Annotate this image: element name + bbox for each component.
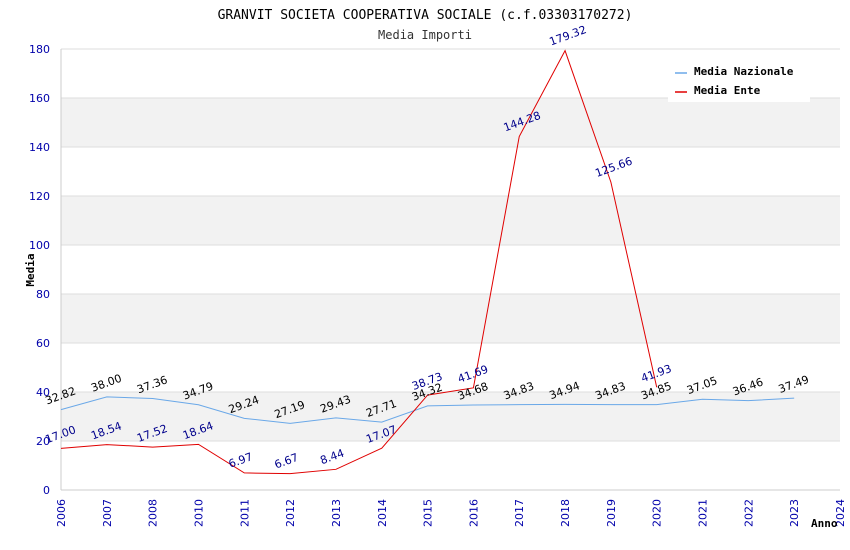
legend-box <box>668 60 810 102</box>
data-label-media-ente: 8.44 <box>319 447 346 468</box>
y-tick-label: 120 <box>29 190 50 203</box>
x-tick-label: 2019 <box>605 499 618 527</box>
x-tick-label: 2008 <box>147 499 160 527</box>
x-tick-label: 2007 <box>101 499 114 527</box>
data-label-media-ente: 125.66 <box>593 155 634 180</box>
x-tick-label: 2023 <box>788 499 801 527</box>
x-axis-label: Anno <box>811 517 838 530</box>
legend-label-media-nazionale: Media Nazionale <box>694 65 794 78</box>
x-tick-label: 2022 <box>742 499 755 527</box>
x-tick-label: 2012 <box>284 499 297 527</box>
y-tick-label: 40 <box>36 386 50 399</box>
y-tick-label: 180 <box>29 43 50 56</box>
x-tick-label: 2018 <box>559 499 572 527</box>
gridlines <box>61 48 840 442</box>
y-axis-label: Media <box>24 253 37 286</box>
x-tick-label: 2013 <box>330 499 343 527</box>
plot-band <box>61 294 840 343</box>
x-tick-label: 2014 <box>376 499 389 527</box>
x-tick-label: 2016 <box>467 499 480 527</box>
plot-band <box>61 196 840 245</box>
y-tick-labels: 0 20 40 60 80 100 120 140 160 180 <box>29 43 50 497</box>
data-label-media-nazionale: 38.00 <box>89 372 123 395</box>
series-line-media-nazionale <box>60 396 795 424</box>
y-tick-label: 80 <box>36 288 50 301</box>
y-tick-label: 100 <box>29 239 50 252</box>
data-label-media-ente: 179.32 <box>548 23 589 48</box>
axes <box>60 49 840 491</box>
chart-subtitle: Media Importi <box>378 28 472 42</box>
series-line-media-ente <box>60 49 658 475</box>
y-tick-label: 0 <box>43 484 50 497</box>
y-tick-label: 20 <box>36 435 50 448</box>
legend-label-media-ente: Media Ente <box>694 84 761 97</box>
x-tick-label: 2024 <box>834 499 847 527</box>
series-group <box>60 49 795 475</box>
plot-band <box>61 392 840 441</box>
x-tick-label: 2021 <box>697 499 710 527</box>
x-tick-label: 2015 <box>422 499 435 527</box>
plot-bands <box>61 98 840 441</box>
x-tick-label: 2011 <box>238 499 251 527</box>
legend: Media Nazionale Media Ente <box>668 60 810 102</box>
y-tick-label: 140 <box>29 141 50 154</box>
y-tick-label: 160 <box>29 92 50 105</box>
x-tick-label: 2006 <box>55 499 68 527</box>
x-tick-label: 2010 <box>192 499 205 527</box>
y-tick-label: 60 <box>36 337 50 350</box>
x-tick-label: 2017 <box>513 499 526 527</box>
x-tick-labels: 2006 2007 2008 2010 2011 2012 2013 2014 2015 2016… <box>55 499 847 527</box>
data-label-media-ente: 6.97 <box>227 450 254 471</box>
chart-title: GRANVIT SOCIETA COOPERATIVA SOCIALE (c.f… <box>218 8 633 23</box>
data-label-media-ente: 6.67 <box>273 451 300 472</box>
x-tick-label: 2020 <box>651 499 664 527</box>
plot-band <box>61 98 840 147</box>
